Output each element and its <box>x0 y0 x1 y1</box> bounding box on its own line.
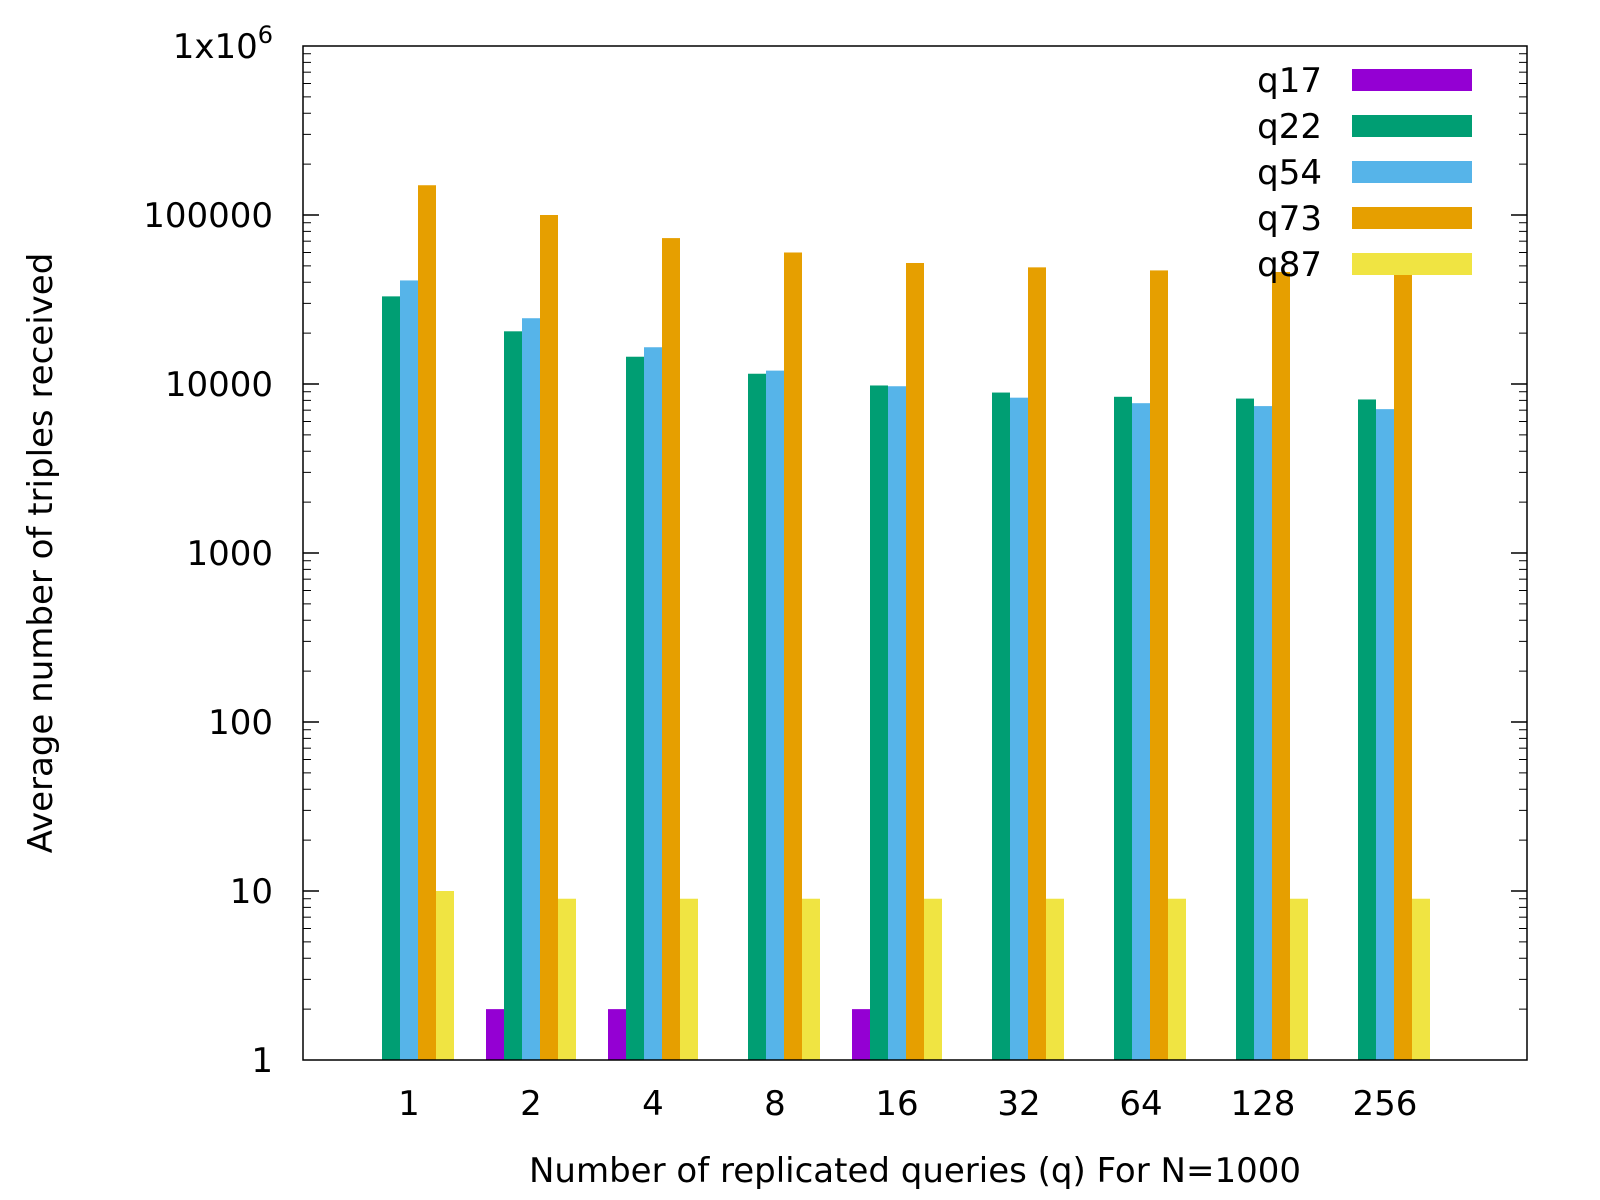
bar-q87-4 <box>680 898 698 1060</box>
x-axis-title: Number of replicated queries (q) For N=1… <box>529 1151 1301 1191</box>
bar-q22-32 <box>992 392 1010 1060</box>
y-tick-label: 100 <box>208 703 273 743</box>
x-tick-label: 8 <box>764 1084 786 1124</box>
legend-label-q54: q54 <box>1257 153 1322 193</box>
bar-q54-16 <box>888 386 906 1060</box>
legend: q17 q22 q54 q73 q87 <box>1257 61 1472 285</box>
bar-q17-16 <box>852 1009 870 1060</box>
bar-q87-16 <box>924 898 942 1060</box>
bar-q54-128 <box>1254 406 1272 1060</box>
ticks-layer: 1 10 100 1000 10000 100000 1x106 1 2 4 8 16 32 64 128 2… <box>143 21 1527 1124</box>
y-tick-label: 1000 <box>186 534 273 574</box>
bar-q22-256 <box>1358 399 1376 1060</box>
bar-q73-2 <box>540 215 558 1060</box>
legend-swatch-q22 <box>1352 115 1472 137</box>
legend-label-q73: q73 <box>1257 199 1322 239</box>
bar-q87-128 <box>1290 898 1308 1060</box>
bar-q73-4 <box>662 238 680 1060</box>
y-tick-label: 1 <box>251 1041 273 1081</box>
bar-q73-128 <box>1272 271 1290 1061</box>
bar-q17-4 <box>608 1009 626 1060</box>
legend-label-q17: q17 <box>1257 61 1322 101</box>
x-tick-label: 256 <box>1353 1084 1418 1124</box>
bar-q87-32 <box>1046 898 1064 1060</box>
bar-q87-2 <box>558 898 576 1060</box>
bar-q17-2 <box>486 1009 504 1060</box>
bar-q22-1 <box>382 296 400 1060</box>
bar-q87-8 <box>802 898 820 1060</box>
x-tick-label: 4 <box>642 1084 664 1124</box>
bar-q54-64 <box>1132 403 1150 1060</box>
bar-q54-32 <box>1010 397 1028 1061</box>
bar-q54-4 <box>644 347 662 1060</box>
legend-swatch-q87 <box>1352 253 1472 275</box>
legend-swatch-q17 <box>1352 69 1472 91</box>
legend-swatch-q73 <box>1352 207 1472 229</box>
y-axis-title: Average number of triples received <box>21 253 61 854</box>
bar-q22-8 <box>748 373 766 1060</box>
bar-q54-2 <box>522 318 540 1060</box>
legend-label-q87: q87 <box>1257 245 1322 285</box>
bar-q22-128 <box>1236 398 1254 1061</box>
x-tick-label: 128 <box>1231 1084 1296 1124</box>
bar-q22-64 <box>1114 396 1132 1060</box>
x-tick-label: 32 <box>997 1084 1040 1124</box>
bars-layer <box>382 185 1430 1061</box>
bar-q73-32 <box>1028 267 1046 1060</box>
bar-q73-256 <box>1394 273 1412 1061</box>
y-tick-label: 10000 <box>165 365 273 405</box>
bar-q73-8 <box>784 252 802 1060</box>
x-tick-label: 16 <box>875 1084 918 1124</box>
bar-q22-4 <box>626 356 644 1060</box>
bar-q87-256 <box>1412 898 1430 1060</box>
bar-q87-64 <box>1168 898 1186 1060</box>
bar-q73-16 <box>906 262 924 1060</box>
x-tick-label: 1 <box>398 1084 420 1124</box>
y-tick-label: 1x106 <box>173 21 273 67</box>
legend-swatch-q54 <box>1352 161 1472 183</box>
y-tick-label: 10 <box>230 872 273 912</box>
bar-q22-16 <box>870 385 888 1060</box>
y-tick-label: 100000 <box>143 196 273 236</box>
bar-q87-1 <box>436 891 454 1060</box>
x-tick-label: 64 <box>1119 1084 1162 1124</box>
bar-q22-2 <box>504 331 522 1060</box>
x-tick-label: 2 <box>520 1084 542 1124</box>
bar-q73-64 <box>1150 270 1168 1060</box>
bar-q54-1 <box>400 280 418 1060</box>
legend-label-q22: q22 <box>1257 107 1322 147</box>
bar-q54-8 <box>766 370 784 1060</box>
bar-q73-1 <box>418 185 436 1060</box>
bar-q54-256 <box>1376 409 1394 1060</box>
